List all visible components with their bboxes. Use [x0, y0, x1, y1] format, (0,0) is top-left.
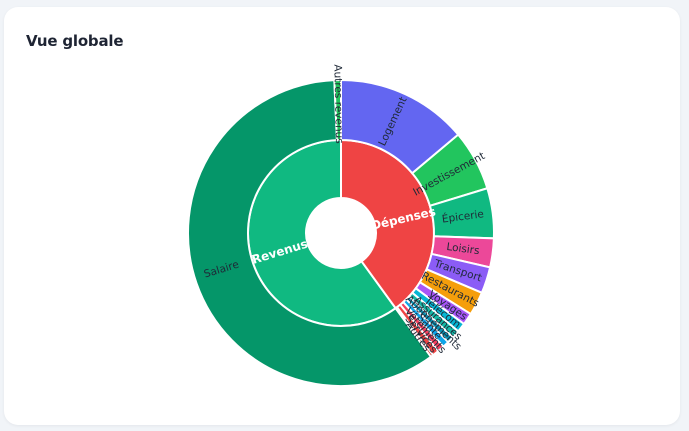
card-title: Vue globale [26, 32, 124, 50]
slice-salaire[interactable] [187, 79, 433, 387]
label-epicerie: Épicerie [441, 207, 484, 225]
label-autres-revenus: Autres revenus [331, 64, 345, 144]
slice-autres[interactable] [394, 305, 435, 359]
label-loisirs: Loisirs [446, 241, 480, 257]
